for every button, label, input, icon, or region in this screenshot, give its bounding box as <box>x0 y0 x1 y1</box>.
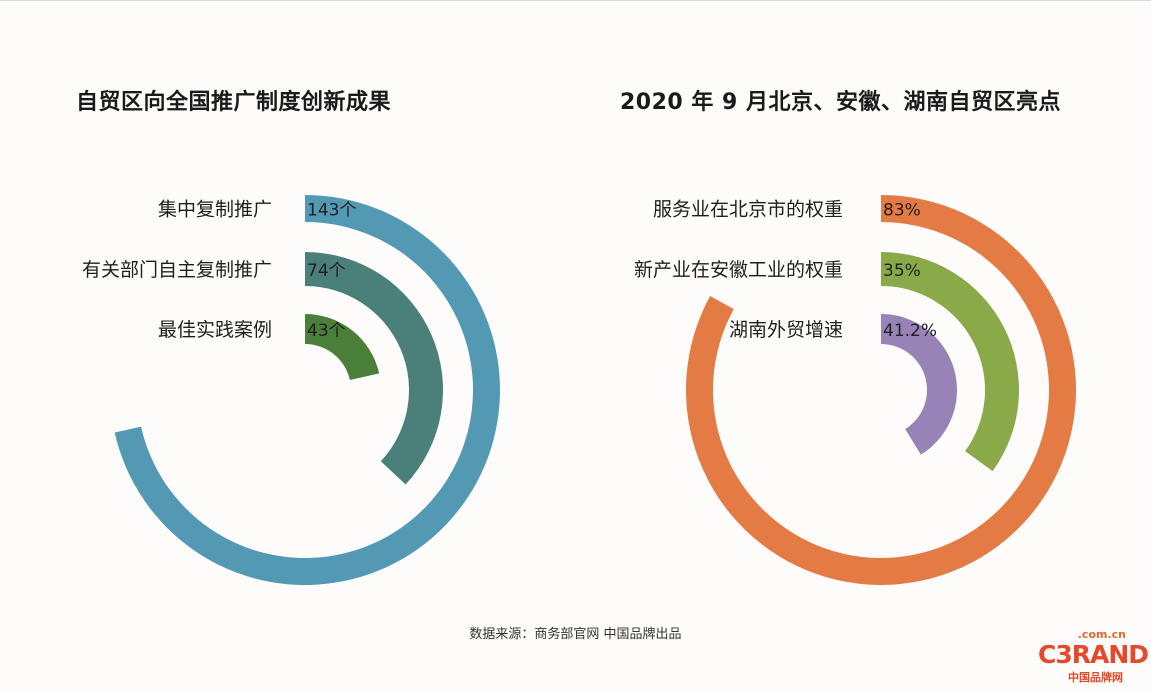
right-ring-bar-3 <box>881 314 958 455</box>
left-category-label-1: 集中复制推广 <box>158 199 272 221</box>
right-chart-title: 2020 年 9 月北京、安徽、湖南自贸区亮点 <box>620 90 1062 115</box>
left-ring-bar-3 <box>305 314 380 380</box>
logo-chinese-name: 中国品牌网 <box>1068 671 1123 684</box>
right-category-label-3: 湖南外贸增速 <box>729 319 843 341</box>
logo-wordmark: C3RAND <box>1038 640 1149 669</box>
right-category-label-2: 新产业在安徽工业的权重 <box>634 259 843 281</box>
right-ring-bar-2 <box>881 252 1019 472</box>
left-ring-bar-2 <box>305 252 444 485</box>
left-category-label-3: 最佳实践案例 <box>158 319 272 341</box>
left-category-label-2: 有关部门自主复制推广 <box>82 259 272 281</box>
left-chart-title: 自贸区向全国推广制度创新成果 <box>76 90 392 115</box>
brand-logo: .com.cn C3RAND 中国品牌网 <box>1030 628 1149 688</box>
right-value-label-1: 83% <box>883 201 921 221</box>
right-value-label-3: 41.2% <box>883 321 937 341</box>
data-source-note: 数据来源：商务部官网 中国品牌出品 <box>469 627 682 642</box>
left-value-label-3: 43个 <box>307 321 346 341</box>
left-value-label-1: 143个 <box>307 201 356 221</box>
logo-domain: .com.cn <box>1077 628 1126 641</box>
right-category-label-1: 服务业在北京市的权重 <box>653 199 843 221</box>
right-value-label-2: 35% <box>883 261 921 281</box>
top-divider <box>0 0 1151 1</box>
left-value-label-2: 74个 <box>307 261 346 281</box>
